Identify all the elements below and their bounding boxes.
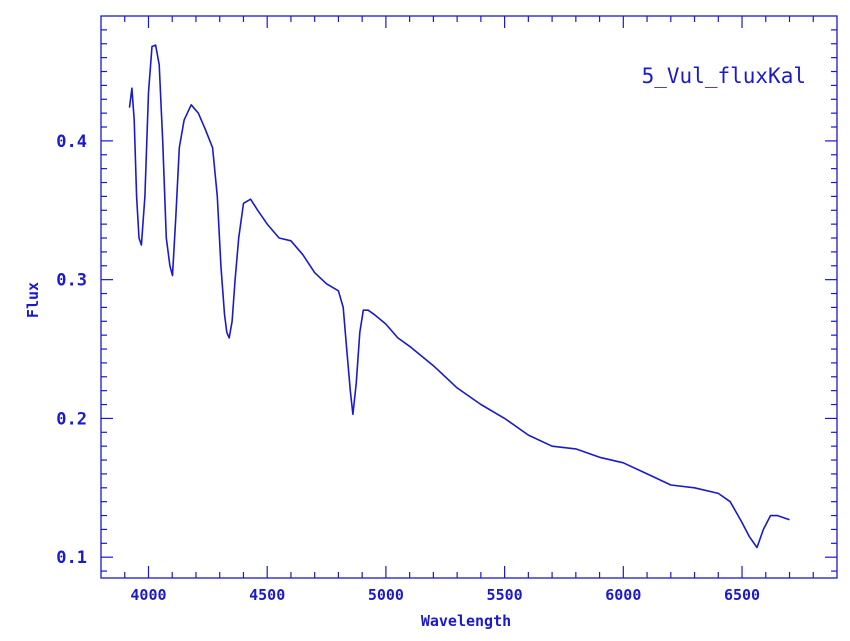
chart-title: 5_Vul_fluxKal <box>642 64 806 88</box>
axis-ticks <box>101 16 837 578</box>
y-tick-label: 0.1 <box>56 548 87 568</box>
y-tick-label: 0.4 <box>56 132 87 152</box>
tick-labels: 4000 4500 5000 5500 6000 6500 0.1 0.2 0.3 0.4 <box>56 132 760 604</box>
x-tick-label: 6000 <box>605 586 641 604</box>
plot-frame <box>100 15 838 579</box>
x-tick-label: 4000 <box>130 586 166 604</box>
x-tick-label: 5000 <box>368 586 404 604</box>
y-axis-title: Flux <box>24 282 42 318</box>
x-tick-label: 5500 <box>487 586 523 604</box>
x-tick-label: 6500 <box>724 586 760 604</box>
x-tick-label: 4500 <box>249 586 285 604</box>
x-axis-title: Wavelength <box>421 612 511 630</box>
flux-series-line <box>128 44 790 549</box>
y-tick-label: 0.3 <box>56 271 87 291</box>
y-tick-label: 0.2 <box>56 409 87 429</box>
